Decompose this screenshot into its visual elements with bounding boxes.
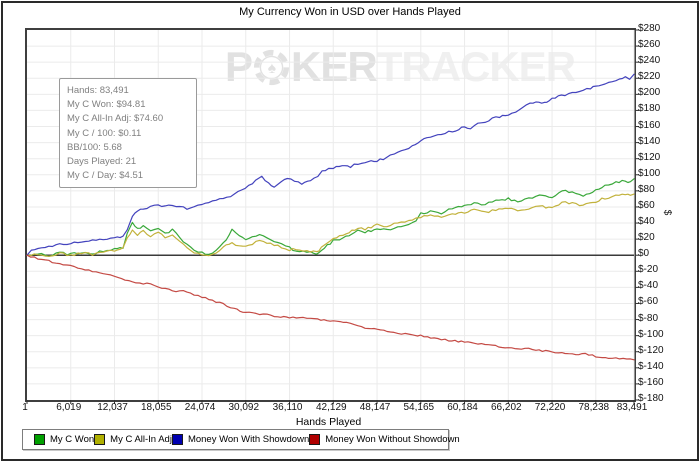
y-tick-label: $-40 [638,280,659,292]
chart-canvas [26,29,639,404]
legend-label-with-showdown: Money Won With Showdown [187,434,310,445]
x-tick-label: 48,147 [359,402,391,413]
series-line-1 [26,193,635,257]
x-tick-label: 18,055 [140,402,172,413]
y-tick-label: $-80 [638,312,659,324]
y-tick-label: $-20 [638,264,659,276]
series-line-3 [26,254,635,361]
y-tick-label: $40 [638,216,655,228]
legend-swatch-all-in-adj [94,434,106,445]
stats-box: Hands: 83,491 My C Won: $94.81 My C All-… [59,78,197,189]
y-tick-label: $200 [638,87,661,99]
y-tick-label: $20 [638,232,655,244]
x-tick-label: 36,110 [272,402,303,413]
x-axis-title: Hands Played [295,416,362,428]
x-tick-label: 12,037 [97,402,128,413]
y-tick-label: $-60 [638,296,659,308]
legend-swatch-my-c-won [34,434,45,445]
stat-days-played: Days Played: 21 [67,156,137,168]
y-tick-label: $-140 [638,360,664,372]
y-tick-label: $240 [638,55,661,67]
stat-hands: Hands: 83,491 [67,85,129,96]
y-tick-label: $100 [638,167,661,179]
series-line-0 [26,178,635,257]
legend-item-my-c-won: My C Won [34,434,94,445]
y-tick-label: $280 [638,23,661,34]
x-tick-label: 72,220 [534,402,566,413]
y-tick-label: $-120 [638,344,664,356]
stat-my-c-won: My C Won: $94.81 [67,99,146,111]
stat-bb-per-100: BB/100: 5.68 [67,141,122,153]
y-tick-label: $-100 [638,328,664,340]
y-axis-title: $ [661,209,673,216]
x-tick-label: 78,238 [578,402,610,413]
y-tick-label: $140 [638,135,661,147]
y-tick-label: $60 [638,199,655,211]
x-tick-label: 1 [22,402,28,413]
y-tick-label: $0 [638,248,650,260]
plot-area[interactable] [25,28,639,404]
y-tick-label: $220 [638,71,661,83]
legend-label-my-c-won: My C Won [50,434,95,445]
y-tick-label: $260 [638,39,661,51]
stat-c-per-day: My C / Day: $4.51 [67,170,144,182]
y-tick-label: $80 [638,183,655,195]
x-tick-label: 60,184 [447,402,478,413]
x-tick-label: 30,092 [228,402,260,413]
x-tick-label: 54,165 [403,402,435,413]
x-tick-label: 24,074 [184,402,216,413]
chart-title: My Currency Won in USD over Hands Played [239,6,461,18]
legend-label-all-in-adj: My C All-In Adj [110,434,172,445]
y-tick-label: $180 [638,103,661,115]
x-tick-label: 6,019 [56,402,82,413]
y-tick-label: $-160 [638,376,664,388]
y-tick-label: $160 [638,119,661,131]
legend-item-with-showdown: Money Won With Showdown [171,434,310,445]
legend-item-without-showdown: Money Won Without Showdown [309,434,460,445]
legend-label-without-showdown: Money Won Without Showdown [325,434,460,445]
x-tick-label: 66,202 [491,402,522,413]
legend-item-all-in-adj: My C All-In Adj [94,434,172,445]
x-tick-label: 42,129 [315,402,347,413]
y-tick-label: $120 [638,151,661,163]
legend: My C Won My C All-In Adj Money Won With … [22,429,460,450]
series-line-2 [26,73,635,256]
stat-c-per-100: My C / 100: $0.11 [67,127,142,139]
y-tick-label: $-180 [638,393,664,404]
x-tick-label: 83,491 [616,402,648,413]
legend-swatch-without-showdown [309,434,321,445]
legend-swatch-with-showdown [171,434,183,445]
stat-all-in-adj: My C All-In Adj: $74.60 [67,113,164,125]
